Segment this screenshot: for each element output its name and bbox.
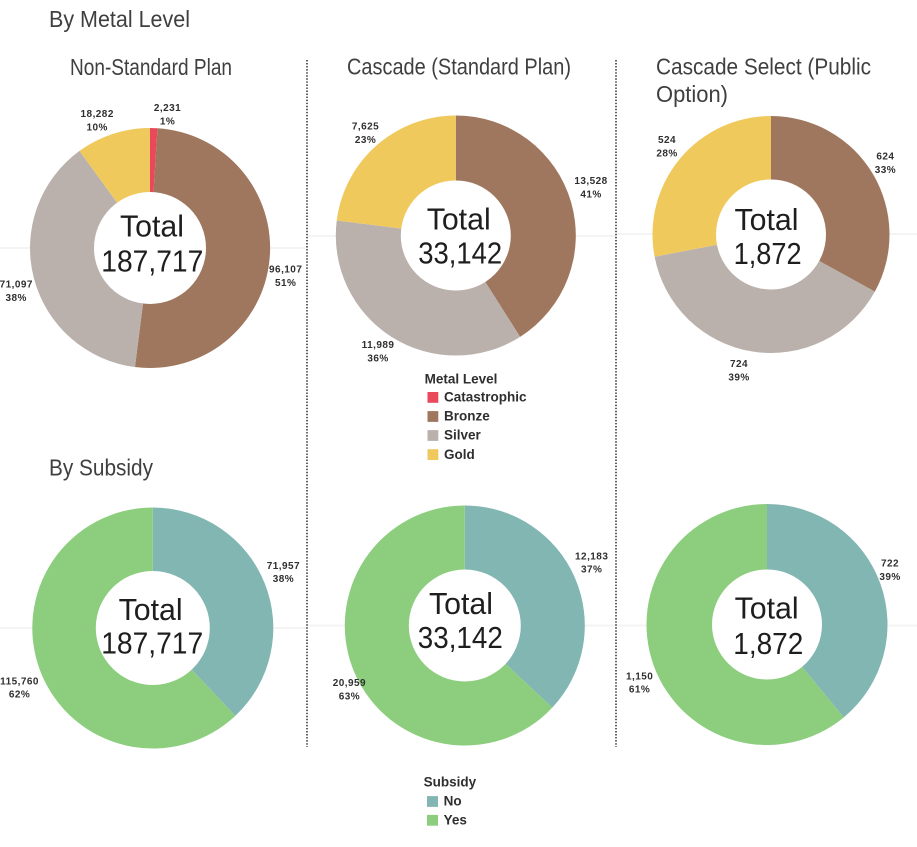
svg-text:96,107: 96,107 [269, 265, 302, 276]
svg-text:37%: 37% [581, 565, 602, 576]
svg-text:187,717: 187,717 [101, 626, 203, 661]
svg-text:12,183: 12,183 [575, 551, 608, 562]
svg-text:1%: 1% [160, 116, 175, 127]
svg-text:41%: 41% [580, 189, 601, 200]
svg-text:62%: 62% [9, 690, 30, 701]
svg-text:Yes: Yes [444, 813, 467, 828]
svg-text:624: 624 [876, 152, 894, 163]
svg-text:No: No [444, 794, 462, 809]
svg-text:Cascade (Standard Plan): Cascade (Standard Plan) [347, 54, 571, 80]
svg-text:Gold: Gold [444, 447, 475, 462]
svg-text:11,989: 11,989 [362, 340, 395, 351]
svg-text:28%: 28% [656, 148, 677, 159]
svg-text:10%: 10% [87, 122, 108, 133]
svg-text:Total: Total [735, 591, 799, 626]
svg-text:51%: 51% [275, 278, 296, 289]
svg-text:1,150: 1,150 [626, 671, 653, 682]
svg-text:7,625: 7,625 [352, 122, 379, 133]
svg-text:33,142: 33,142 [418, 235, 502, 270]
svg-text:Total: Total [119, 592, 183, 627]
svg-text:13,528: 13,528 [574, 176, 607, 187]
svg-text:Total: Total [120, 209, 184, 244]
svg-text:Subsidy: Subsidy [424, 775, 477, 790]
svg-text:By Metal Level: By Metal Level [49, 6, 190, 32]
svg-text:38%: 38% [6, 293, 27, 304]
svg-text:722: 722 [881, 559, 899, 570]
svg-text:115,760: 115,760 [0, 676, 39, 687]
svg-text:39%: 39% [879, 572, 900, 583]
svg-text:71,097: 71,097 [0, 280, 33, 291]
svg-text:63%: 63% [339, 691, 360, 702]
svg-text:724: 724 [730, 359, 748, 370]
svg-text:1,872: 1,872 [733, 626, 803, 661]
svg-text:Option): Option) [656, 81, 728, 107]
svg-text:Total: Total [427, 201, 491, 236]
svg-text:By Subsidy: By Subsidy [49, 455, 153, 481]
svg-text:Silver: Silver [444, 428, 482, 443]
svg-text:Metal Level: Metal Level [425, 371, 498, 386]
svg-text:1,872: 1,872 [734, 236, 802, 271]
svg-text:23%: 23% [355, 135, 376, 146]
svg-text:Catastrophic: Catastrophic [444, 390, 527, 405]
svg-text:524: 524 [658, 135, 676, 146]
svg-text:71,957: 71,957 [267, 561, 300, 572]
svg-text:36%: 36% [367, 353, 388, 364]
svg-text:38%: 38% [273, 574, 294, 585]
svg-text:Bronze: Bronze [444, 409, 490, 424]
svg-text:Cascade Select (Public: Cascade Select (Public [656, 54, 871, 80]
svg-text:20,959: 20,959 [333, 678, 366, 689]
svg-text:Total: Total [735, 202, 799, 237]
svg-text:Non-Standard Plan: Non-Standard Plan [70, 54, 232, 80]
svg-text:33%: 33% [875, 165, 896, 176]
svg-text:61%: 61% [629, 685, 650, 696]
svg-text:187,717: 187,717 [101, 243, 203, 278]
svg-text:33,142: 33,142 [418, 620, 503, 655]
svg-text:18,282: 18,282 [81, 109, 114, 120]
svg-text:2,231: 2,231 [154, 103, 181, 114]
svg-text:Total: Total [429, 586, 493, 621]
svg-text:39%: 39% [728, 372, 749, 383]
